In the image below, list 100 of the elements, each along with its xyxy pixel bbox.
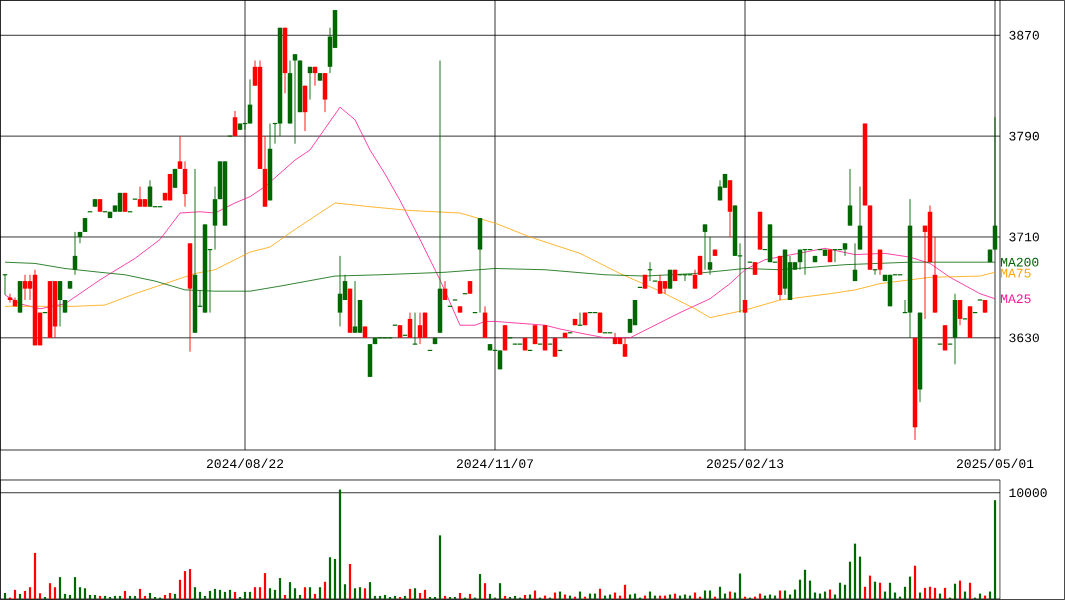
bar (488, 593, 492, 599)
bar (353, 588, 357, 599)
bar (843, 584, 847, 599)
candlestick (137, 186, 143, 208)
bar (458, 592, 462, 599)
bar (228, 589, 232, 599)
bar (293, 588, 297, 599)
x-tick-label: 2025/02/13 (706, 458, 784, 469)
bar (178, 579, 182, 599)
candlestick (417, 312, 423, 345)
bar (858, 556, 862, 599)
bar (13, 589, 17, 599)
y-tick-label: 3790 (1009, 131, 1039, 141)
bar (173, 593, 177, 599)
bar (328, 557, 332, 599)
bar (258, 587, 262, 599)
bar (313, 593, 317, 599)
candlestick (847, 168, 853, 227)
y-tick-label: 3710 (1009, 232, 1039, 242)
bar (448, 596, 452, 599)
x-tick-label: 2024/08/22 (206, 458, 284, 469)
bar (28, 587, 32, 599)
bar (398, 596, 402, 599)
candlestick (842, 242, 848, 257)
bar (273, 589, 277, 599)
bar (908, 576, 912, 599)
bar (868, 575, 872, 599)
candlestick (292, 53, 298, 145)
bar (408, 588, 412, 599)
bar (188, 569, 192, 599)
series-label: MA25 (1001, 294, 1031, 304)
x-tick-label: 2024/11/07 (456, 458, 533, 469)
bar (43, 596, 47, 599)
bar (3, 592, 7, 599)
bar (253, 587, 257, 599)
candlestick (657, 274, 663, 295)
bar (423, 589, 427, 599)
bar (498, 583, 502, 599)
bar (108, 596, 112, 599)
series-label: MA75 (1001, 268, 1031, 278)
bar (183, 571, 187, 599)
y-tick-label: 3870 (1009, 30, 1039, 40)
bar (168, 592, 172, 599)
bar (138, 588, 142, 599)
bar (278, 578, 282, 599)
y-tick-label: 3630 (1009, 333, 1039, 343)
bar (348, 563, 352, 599)
bar (263, 573, 267, 599)
bar (848, 561, 852, 599)
bar (193, 587, 197, 599)
bar (478, 574, 482, 599)
bar (148, 592, 152, 599)
bar (63, 593, 67, 599)
bar (48, 583, 52, 599)
bar (268, 588, 272, 599)
bar (958, 580, 962, 599)
bar (483, 583, 487, 599)
bar (418, 592, 422, 599)
bar (808, 580, 812, 599)
bar (468, 593, 472, 599)
bar (338, 489, 342, 599)
bar (218, 589, 222, 599)
y-tick-label: 10000 (1009, 488, 1047, 498)
bar (73, 577, 77, 599)
x-tick-label: 2025/05/01 (956, 458, 1034, 469)
candlestick (702, 223, 708, 271)
bar (508, 596, 512, 599)
bar (83, 588, 87, 599)
bar (238, 596, 242, 599)
bar (428, 596, 432, 599)
bar (358, 587, 362, 599)
bar (318, 587, 322, 599)
line-series (4, 202, 996, 319)
bar (368, 582, 372, 599)
bar (388, 596, 392, 599)
bar (598, 588, 602, 599)
bar (333, 558, 337, 599)
bar (153, 596, 157, 599)
bar (288, 582, 292, 599)
bar (343, 584, 347, 599)
bar (433, 596, 437, 599)
bar (853, 543, 857, 599)
candlestick (22, 274, 28, 301)
bar (78, 587, 82, 599)
candlestick (177, 135, 183, 170)
bar (413, 588, 417, 599)
bar (803, 569, 807, 599)
bar (438, 535, 442, 599)
bar (33, 552, 37, 599)
line-series (4, 106, 996, 339)
series-label: MA200 (1001, 257, 1039, 267)
bar (213, 588, 217, 599)
candlestick (662, 280, 668, 295)
bar (453, 596, 457, 599)
bar (303, 587, 307, 599)
candlestick (622, 337, 628, 358)
bar (53, 587, 57, 599)
bar (623, 584, 627, 599)
candlestick (352, 280, 358, 334)
bar (363, 588, 367, 599)
